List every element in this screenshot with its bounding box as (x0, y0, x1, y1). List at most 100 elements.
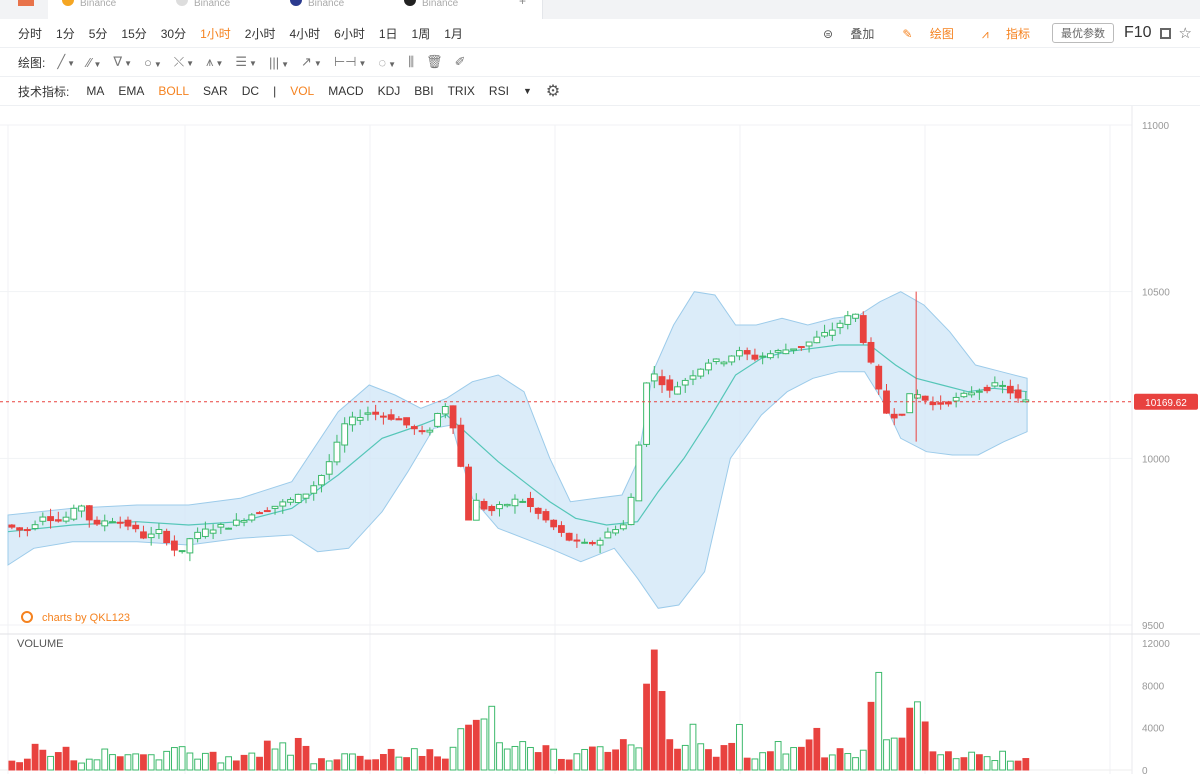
candle (349, 416, 356, 426)
trash-icon[interactable]: 🗑 (426, 54, 443, 69)
volume-bar (449, 746, 457, 771)
volume-bar (364, 759, 372, 771)
period-0[interactable]: 分时 (18, 26, 43, 41)
volume-bar (372, 759, 380, 771)
candle (736, 350, 743, 357)
indicator-dc[interactable]: DC (241, 84, 260, 98)
volume-bar (101, 748, 109, 771)
indicator-vol[interactable]: VOL (290, 84, 315, 98)
candle (1006, 385, 1014, 394)
volume-bar (511, 745, 519, 771)
qkl-logo-icon (21, 611, 33, 623)
indicator-more-icon[interactable]: ▼ (522, 86, 532, 96)
indicator-trix[interactable]: TRIX (447, 84, 475, 98)
exchange-tab[interactable]: Binance (48, 0, 163, 19)
period-7[interactable]: 4小时 (289, 26, 321, 41)
candle (449, 405, 457, 429)
divider (0, 76, 1200, 77)
volume-bar (635, 747, 643, 771)
candle (743, 350, 751, 355)
cross-tool-icon[interactable]: ⤬ ▼ (173, 54, 195, 69)
indicator-sar[interactable]: SAR (203, 84, 228, 98)
gear-icon[interactable]: ⚙ (545, 83, 561, 100)
candle (596, 539, 604, 546)
overlay-button[interactable]: ⊜ 叠加 (822, 26, 875, 41)
bar-tool-icon[interactable]: ⫼ (408, 54, 415, 69)
candle (511, 498, 519, 507)
volume-bar (527, 746, 534, 771)
period-5[interactable]: 1小时 (200, 26, 231, 41)
period-8[interactable]: 6小时 (334, 26, 365, 41)
candle (116, 521, 124, 524)
price-chart[interactable]: 10169.62 11000 10500 10000 9500 12000 8000 4000… (0, 106, 1200, 774)
period-11[interactable]: 1月 (444, 26, 463, 41)
candle (310, 485, 318, 494)
indicator-separator: | (273, 84, 277, 98)
layers-icon: ⊜ (822, 26, 834, 41)
candle (147, 533, 155, 539)
pen-tool-icon[interactable]: ⁄⁄ ▼ (87, 54, 102, 70)
volume-bar (821, 757, 828, 771)
line-tool-icon[interactable]: ╱ ▼ (57, 54, 76, 69)
volume-bar (883, 739, 890, 771)
star-icon[interactable]: ☆ (1178, 25, 1192, 42)
volume-bar (201, 752, 209, 771)
arrow-tool-icon[interactable]: ↗ ▼ (301, 54, 322, 69)
pattern-tool-icon[interactable]: ⩚ ▼ (206, 54, 224, 69)
candle (906, 393, 914, 414)
candle (410, 426, 418, 430)
period-4[interactable]: 30分 (160, 26, 187, 41)
exchange-tab[interactable]: Binance (276, 0, 391, 19)
candle (434, 412, 441, 427)
period-3[interactable]: 15分 (121, 26, 147, 41)
indicator-bbi[interactable]: BBI (414, 84, 434, 98)
candle (426, 429, 434, 433)
candle (728, 355, 736, 363)
volume-bar (797, 746, 805, 771)
candle (178, 550, 186, 553)
indicator-button[interactable]: ⩘ 指标 (981, 26, 1030, 41)
pencil-icon: ✎ (902, 26, 913, 41)
period-9[interactable]: 1日 (378, 26, 398, 41)
volume-bar (248, 752, 256, 771)
period-2[interactable]: 5分 (88, 26, 108, 41)
indicator-kdj[interactable]: KDJ (377, 84, 401, 98)
optimal-params-button[interactable]: 最优参数 (1051, 23, 1114, 43)
draw-button[interactable]: ✎ 绘图 (902, 26, 954, 41)
volume-bar (573, 753, 581, 771)
f10-button[interactable]: F10 (1123, 24, 1152, 41)
volume-bar (743, 757, 751, 771)
indicator-macd[interactable]: MACD (328, 84, 364, 98)
circle-tool-icon[interactable]: ○ ▼ (143, 54, 162, 70)
add-tab-button[interactable]: + (504, 0, 543, 19)
volume-bar (844, 753, 852, 771)
candle (813, 336, 821, 344)
fib-tool-icon[interactable]: ☰ ▼ (235, 54, 257, 69)
indicator-boll[interactable]: BOLL (158, 84, 190, 98)
candle (503, 503, 511, 507)
grid-menu-icon[interactable] (18, 0, 34, 6)
candle (581, 541, 589, 544)
volume-bar (287, 754, 294, 771)
exchange-tab[interactable]: Binance (390, 0, 505, 19)
range-tool-icon[interactable]: ⊢⊣ ▼ (333, 54, 367, 69)
period-1[interactable]: 1分 (56, 26, 75, 41)
comment-tool-icon[interactable]: ◌ ▼ (378, 54, 397, 70)
angle-tool-icon[interactable]: ∇ ▼ (113, 54, 132, 69)
lock-pen-icon[interactable]: ✐ (454, 54, 466, 69)
indicator-ma[interactable]: MA (86, 84, 105, 98)
period-10[interactable]: 1周 (411, 26, 431, 41)
indicator-ema[interactable]: EMA (118, 84, 145, 98)
volume-bar (39, 749, 47, 771)
exchange-tab[interactable]: Binance (162, 0, 277, 19)
candle (921, 395, 929, 401)
period-6[interactable]: 2小时 (244, 26, 276, 41)
candle (418, 430, 426, 433)
volume-bar (937, 754, 945, 771)
gann-tool-icon[interactable]: ||| ▼ (268, 54, 289, 70)
indicator-rsi[interactable]: RSI (488, 84, 509, 98)
volume-bar (54, 752, 62, 771)
fullscreen-icon[interactable] (1159, 27, 1171, 39)
candle (16, 527, 24, 531)
candle (975, 390, 983, 393)
